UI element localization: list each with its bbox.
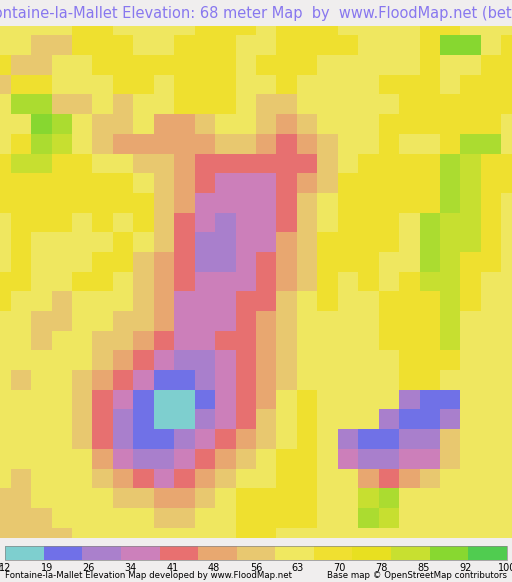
- Text: 26: 26: [82, 563, 95, 573]
- Bar: [44, 546, 82, 560]
- Text: 12: 12: [0, 563, 11, 573]
- Text: 92: 92: [459, 563, 471, 573]
- Text: 34: 34: [124, 563, 137, 573]
- Bar: [198, 546, 237, 560]
- Bar: [237, 546, 275, 560]
- Text: 63: 63: [292, 563, 304, 573]
- Text: Fontaine-la-Mallet Elevation Map developed by www.FloodMap.net: Fontaine-la-Mallet Elevation Map develop…: [5, 572, 292, 580]
- Bar: [82, 546, 121, 560]
- Bar: [430, 546, 468, 560]
- Text: 41: 41: [166, 563, 179, 573]
- Bar: [468, 546, 507, 560]
- Text: 19: 19: [41, 563, 53, 573]
- Text: Base map © OpenStreetMap contributors: Base map © OpenStreetMap contributors: [327, 572, 507, 580]
- Text: Fontaine-la-Mallet Elevation: 68 meter Map  by  www.FloodMap.net (beta): Fontaine-la-Mallet Elevation: 68 meter M…: [0, 6, 512, 20]
- Bar: [275, 546, 314, 560]
- Text: meter: meter: [0, 563, 3, 573]
- Text: 70: 70: [333, 563, 346, 573]
- Text: 56: 56: [250, 563, 262, 573]
- Bar: [121, 546, 160, 560]
- Text: 100: 100: [498, 563, 512, 573]
- Text: 48: 48: [208, 563, 220, 573]
- Bar: [352, 546, 391, 560]
- Bar: [391, 546, 430, 560]
- Text: 85: 85: [417, 563, 430, 573]
- Bar: [314, 546, 352, 560]
- Bar: [5, 546, 507, 560]
- Text: 78: 78: [375, 563, 388, 573]
- Bar: [5, 546, 44, 560]
- Bar: [160, 546, 198, 560]
